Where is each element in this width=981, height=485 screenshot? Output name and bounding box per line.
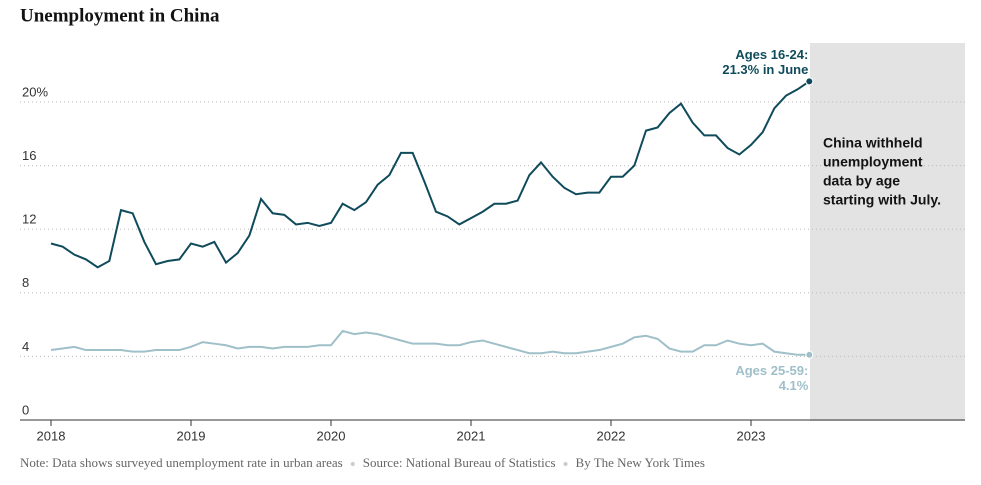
series-value-label: 21.3% in June [722, 62, 808, 77]
end-dot [805, 350, 814, 359]
x-tick-label: 2018 [37, 428, 66, 443]
y-tick-label: 16 [22, 148, 36, 163]
series-line [50, 80, 810, 269]
series-value-label: 4.1% [779, 378, 809, 393]
series-line [50, 329, 810, 356]
y-tick-label: 4 [22, 339, 29, 354]
y-tick-label: 0 [22, 402, 29, 417]
footnote: By The New York Times [576, 455, 705, 470]
series-label: Ages 16-24: [735, 47, 808, 62]
chart-title: Unemployment in China [20, 5, 220, 26]
x-tick-label: 2023 [737, 428, 766, 443]
footnote: Note: Data shows surveyed unemployment r… [20, 455, 343, 470]
end-dot [805, 77, 814, 86]
series-label: Ages 25-59: [735, 363, 808, 378]
y-tick-label: 8 [22, 275, 29, 290]
shade-note: China withheld [823, 135, 923, 151]
x-tick-label: 2019 [177, 428, 206, 443]
y-tick-label: 20% [22, 84, 48, 99]
x-tick-label: 2022 [597, 428, 626, 443]
x-tick-label: 2021 [457, 428, 486, 443]
y-tick-label: 12 [22, 212, 36, 227]
separator-dot [563, 462, 568, 466]
separator-dot [350, 462, 355, 466]
footnote: Source: National Bureau of Statistics [363, 455, 556, 470]
x-tick-label: 2020 [317, 428, 346, 443]
shade-note: data by age [823, 173, 900, 189]
shade-note: unemployment [823, 154, 923, 170]
shade-note: starting with July. [823, 192, 941, 208]
withheld-shade [810, 43, 965, 421]
